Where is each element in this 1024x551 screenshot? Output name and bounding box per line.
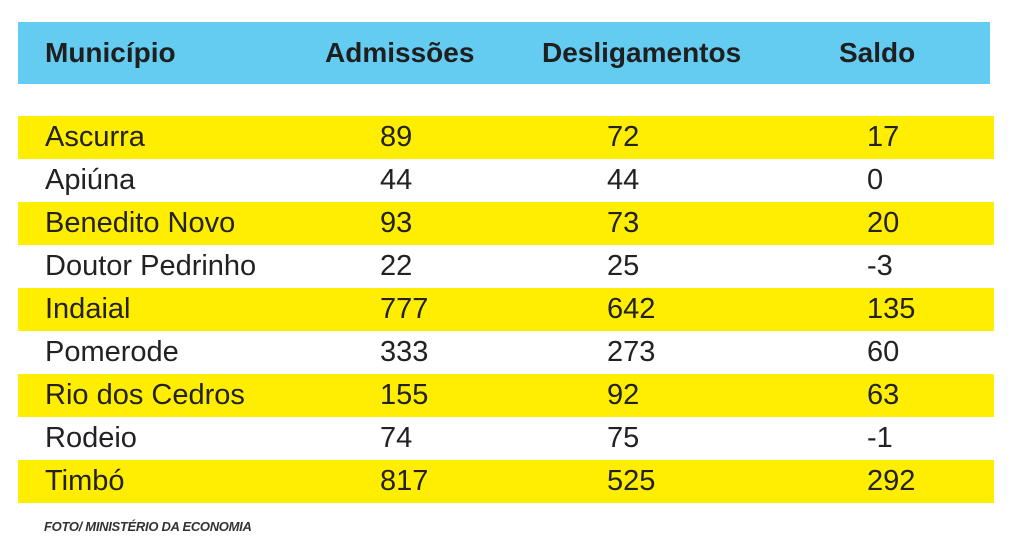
table-row: Doutor Pedrinho 22 25 -3 bbox=[18, 245, 994, 288]
table-header: Município Admissões Desligamentos Saldo bbox=[18, 22, 990, 84]
cell-municipio: Pomerode bbox=[45, 336, 179, 368]
cell-desligamentos: 75 bbox=[607, 422, 640, 454]
cell-admissoes: 44 bbox=[380, 164, 413, 196]
table-row: Rio dos Cedros 155 92 63 bbox=[18, 374, 994, 417]
cell-saldo: 0 bbox=[867, 164, 884, 196]
cell-saldo: -1 bbox=[867, 422, 893, 454]
cell-saldo: 292 bbox=[867, 465, 916, 497]
cell-admissoes: 155 bbox=[380, 379, 429, 411]
cell-saldo: 63 bbox=[867, 379, 900, 411]
cell-desligamentos: 642 bbox=[607, 293, 656, 325]
cell-admissoes: 22 bbox=[380, 250, 413, 282]
table-row: Benedito Novo 93 73 20 bbox=[18, 202, 994, 245]
cell-saldo: -3 bbox=[867, 250, 893, 282]
cell-desligamentos: 73 bbox=[607, 207, 640, 239]
cell-admissoes: 817 bbox=[380, 465, 429, 497]
cell-municipio: Doutor Pedrinho bbox=[45, 250, 257, 282]
cell-municipio: Timbó bbox=[45, 465, 125, 497]
cell-desligamentos: 44 bbox=[607, 164, 640, 196]
header-admissoes: Admissões bbox=[325, 37, 475, 68]
cell-municipio: Apiúna bbox=[45, 164, 136, 196]
table-row: Ascurra 89 72 17 bbox=[18, 116, 994, 159]
cell-saldo: 20 bbox=[867, 207, 900, 239]
table-body: Ascurra 89 72 17 Apiúna 44 44 0 Benedito… bbox=[18, 116, 994, 503]
photo-credit-caption: FOTO/ MINISTÉRIO DA ECONOMIA bbox=[44, 519, 252, 534]
cell-desligamentos: 273 bbox=[607, 336, 656, 368]
cell-municipio: Indaial bbox=[45, 293, 131, 325]
cell-saldo: 60 bbox=[867, 336, 900, 368]
cell-municipio: Rio dos Cedros bbox=[45, 379, 245, 411]
header-desligamentos: Desligamentos bbox=[542, 37, 742, 68]
table-row: Timbó 817 525 292 bbox=[18, 460, 994, 503]
cell-admissoes: 93 bbox=[380, 207, 413, 239]
cell-desligamentos: 525 bbox=[607, 465, 656, 497]
cell-desligamentos: 72 bbox=[607, 121, 640, 153]
table-row: Indaial 777 642 135 bbox=[18, 288, 994, 331]
cell-saldo: 17 bbox=[867, 121, 900, 153]
cell-admissoes: 74 bbox=[380, 422, 413, 454]
header-municipio: Município bbox=[45, 37, 176, 68]
cell-saldo: 135 bbox=[867, 293, 916, 325]
header-saldo: Saldo bbox=[839, 37, 916, 68]
cell-admissoes: 777 bbox=[380, 293, 429, 325]
table-row: Apiúna 44 44 0 bbox=[18, 159, 994, 202]
cell-municipio: Ascurra bbox=[45, 121, 145, 153]
cell-admissoes: 89 bbox=[380, 121, 413, 153]
cell-municipio: Benedito Novo bbox=[45, 207, 236, 239]
cell-desligamentos: 25 bbox=[607, 250, 640, 282]
table-row: Pomerode 333 273 60 bbox=[18, 331, 994, 374]
cell-desligamentos: 92 bbox=[607, 379, 640, 411]
table-row: Rodeio 74 75 -1 bbox=[18, 417, 994, 460]
cell-municipio: Rodeio bbox=[45, 422, 137, 454]
cell-admissoes: 333 bbox=[380, 336, 429, 368]
